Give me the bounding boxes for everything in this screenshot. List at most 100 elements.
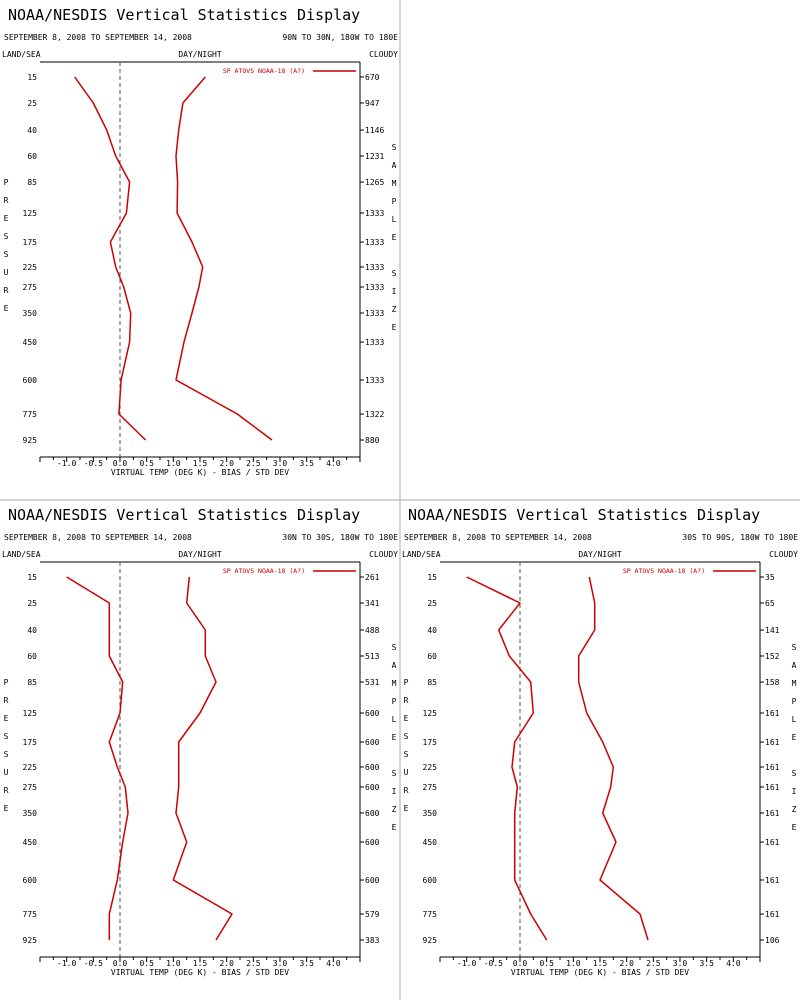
x-tick-label: 4.0 [326, 459, 341, 468]
sample-size-axis-letter: L [792, 715, 797, 724]
x-axis-label: VIRTUAL TEMP (DEG K) - BIAS / STD DEV [511, 968, 689, 977]
x-tick-label: 2.0 [219, 959, 234, 968]
region-label: 30N TO 30S, 180W TO 180E [282, 533, 398, 542]
land-sea-header: LAND/SEA [2, 550, 41, 559]
pressure-axis-letter: R [4, 786, 9, 795]
sample-size-label: 1333 [365, 376, 384, 385]
pressure-level-label: 60 [27, 152, 37, 161]
sample-size-axis-letter: M [392, 179, 397, 188]
sample-size-label: 161 [765, 910, 780, 919]
sample-size-label: 161 [765, 709, 780, 718]
x-axis-label: VIRTUAL TEMP (DEG K) - BIAS / STD DEV [111, 968, 289, 977]
sample-size-label: 1333 [365, 338, 384, 347]
sample-size-label: 1333 [365, 263, 384, 272]
sample-size-axis-letter: S [792, 769, 797, 778]
series-line-std-dev [577, 576, 649, 941]
pressure-level-label: 225 [23, 763, 38, 772]
pressure-axis-letter: E [4, 304, 9, 313]
x-tick-label: 1.5 [593, 959, 608, 968]
x-tick-label: 0.0 [513, 959, 528, 968]
pressure-level-label: 85 [427, 678, 437, 687]
sample-size-axis-letter: S [392, 643, 397, 652]
sample-size-axis-letter: P [392, 197, 397, 206]
pressure-level-label: 25 [427, 599, 437, 608]
sample-size-label: 600 [365, 809, 380, 818]
sample-size-axis-letter: L [392, 215, 397, 224]
pressure-axis-letter: E [4, 714, 9, 723]
sample-size-label: 65 [765, 599, 775, 608]
pressure-axis-letter: E [404, 804, 409, 813]
sample-size-axis-letter: I [392, 287, 397, 296]
sample-size-axis-letter: I [792, 787, 797, 796]
day-night-header: DAY/NIGHT [578, 550, 622, 559]
sample-size-label: 1333 [365, 238, 384, 247]
sample-size-axis-letter: A [392, 661, 397, 670]
pressure-level-label: 175 [423, 738, 438, 747]
pressure-axis-letter: R [4, 696, 9, 705]
sample-size-label: 383 [365, 936, 380, 945]
sample-size-label: 106 [765, 936, 780, 945]
region-label: 30S TO 90S, 180W TO 180E [682, 533, 798, 542]
pressure-level-label: 40 [27, 626, 37, 635]
series-line-std-dev [175, 76, 273, 441]
x-tick-label: 3.5 [299, 459, 314, 468]
pressure-axis-letter: R [4, 286, 9, 295]
pressure-level-label: 275 [23, 283, 38, 292]
sample-size-axis-letter: Z [392, 305, 397, 314]
chart-panel-3: NOAA/NESDIS Vertical Statistics Display S… [402, 506, 798, 977]
sample-size-axis-letter: S [392, 143, 397, 152]
chart-title: NOAA/NESDIS Vertical Statistics Display [8, 6, 360, 24]
date-range: SEPTEMBER 8, 2008 TO SEPTEMBER 14, 2008 [4, 33, 192, 42]
x-tick-label: 2.0 [619, 959, 634, 968]
sample-size-label: 600 [365, 783, 380, 792]
sample-size-axis-letter: E [792, 733, 797, 742]
sample-size-axis-letter: S [392, 769, 397, 778]
chart-title: NOAA/NESDIS Vertical Statistics Display [408, 506, 760, 524]
sample-size-label: 1231 [365, 152, 384, 161]
pressure-level-label: 25 [27, 99, 37, 108]
pressure-axis-letter: P [4, 178, 9, 187]
sample-size-axis-letter: Z [392, 805, 397, 814]
sample-size-label: 531 [365, 678, 380, 687]
date-range: SEPTEMBER 8, 2008 TO SEPTEMBER 14, 2008 [404, 533, 592, 542]
pressure-axis-letter: P [4, 678, 9, 687]
series-line-bias [466, 576, 548, 941]
x-tick-label: -0.5 [484, 959, 503, 968]
x-tick-label: 3.0 [273, 459, 288, 468]
x-tick-label: 1.5 [193, 459, 208, 468]
pressure-level-label: 85 [27, 678, 37, 687]
series-line-bias [66, 576, 129, 940]
pressure-axis-letter: E [404, 714, 409, 723]
sample-size-label: 600 [365, 838, 380, 847]
sample-size-label: 1265 [365, 178, 384, 187]
pressure-axis-letter: E [4, 214, 9, 223]
sample-size-axis-letter: E [392, 233, 397, 242]
x-tick-label: 1.5 [193, 959, 208, 968]
pressure-level-label: 40 [427, 626, 437, 635]
pressure-level-label: 775 [23, 410, 38, 419]
x-tick-label: -1.0 [57, 959, 76, 968]
legend-label: SP ATOVS NOAA-18 (A?) [623, 567, 705, 575]
sample-size-label: 161 [765, 763, 780, 772]
pressure-level-label: 450 [23, 338, 38, 347]
x-tick-label: 2.5 [646, 959, 661, 968]
pressure-axis-letter: S [4, 232, 9, 241]
sample-size-label: 600 [365, 876, 380, 885]
x-tick-label: -1.0 [57, 459, 76, 468]
cloudy-header: CLOUDY [769, 550, 798, 559]
sample-size-label: 947 [365, 99, 380, 108]
sample-size-label: 1333 [365, 309, 384, 318]
sample-size-axis-letter: L [392, 715, 397, 724]
sample-size-axis-letter: S [392, 269, 397, 278]
sample-size-label: 1333 [365, 209, 384, 218]
cloudy-header: CLOUDY [369, 50, 398, 59]
pressure-level-label: 600 [423, 876, 438, 885]
pressure-axis-letter: S [404, 732, 409, 741]
x-tick-label: 3.0 [673, 959, 688, 968]
pressure-level-label: 225 [423, 763, 438, 772]
pressure-level-label: 175 [23, 738, 38, 747]
pressure-level-label: 775 [23, 910, 38, 919]
sample-size-label: 1333 [365, 283, 384, 292]
pressure-axis-letter: S [4, 750, 9, 759]
